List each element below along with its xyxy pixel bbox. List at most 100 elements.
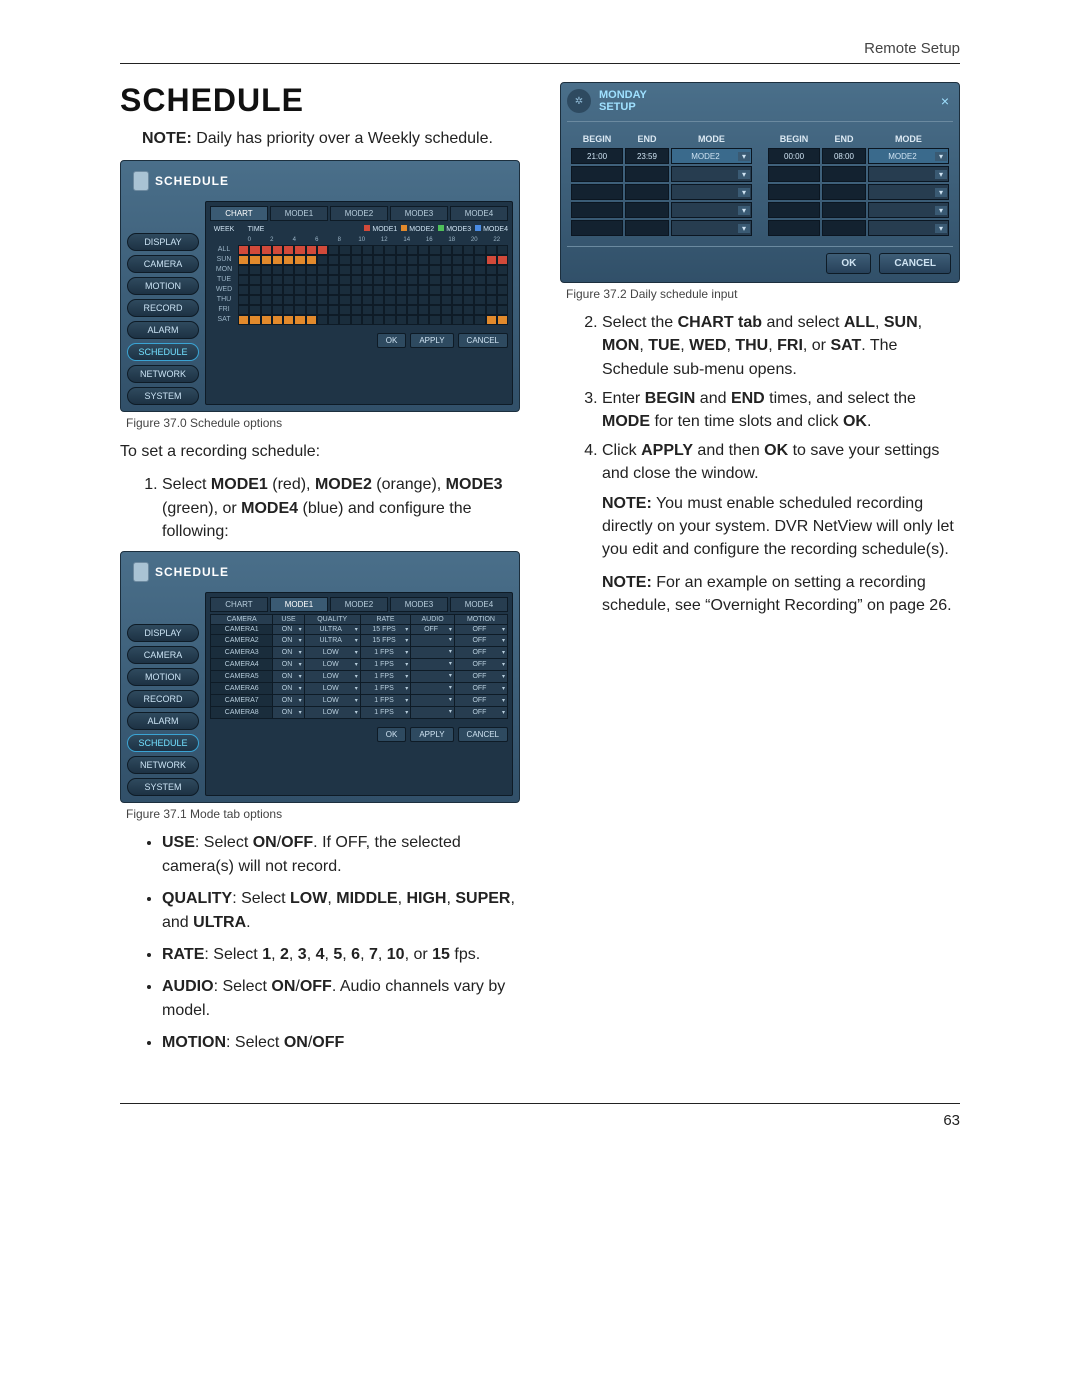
tab-mode3[interactable]: MODE3 bbox=[390, 597, 448, 612]
daily-row: ▾ bbox=[571, 220, 752, 236]
daily-row: 00:0008:00MODE2▾ bbox=[768, 148, 949, 164]
end-cell[interactable] bbox=[822, 220, 866, 236]
sidebar-item-motion[interactable]: MOTION bbox=[127, 277, 199, 295]
schedule-row-fri[interactable]: FRI bbox=[210, 305, 508, 315]
mode-dropdown[interactable]: ▾ bbox=[868, 184, 949, 200]
mode-dropdown[interactable]: ▾ bbox=[671, 202, 752, 218]
schedule-row-all[interactable]: ALL bbox=[210, 245, 508, 255]
schedule-row-tue[interactable]: TUE bbox=[210, 275, 508, 285]
note-1: NOTE: You must enable scheduled recordin… bbox=[602, 492, 960, 562]
begin-cell[interactable] bbox=[571, 202, 623, 218]
mode-dropdown[interactable]: ▾ bbox=[671, 184, 752, 200]
bullet-audio: AUDIO: Select ON/OFF. Audio channels var… bbox=[162, 975, 520, 1023]
tab-mode4[interactable]: MODE4 bbox=[450, 597, 508, 612]
daily-row: ▾ bbox=[571, 202, 752, 218]
begin-cell[interactable] bbox=[768, 184, 820, 200]
daily-table-right: BEGINENDMODE00:0008:00MODE2▾▾▾▾▾ bbox=[766, 130, 951, 238]
legend-items: MODE1MODE2MODE3MODE4 bbox=[364, 225, 508, 233]
intro-note: NOTE: Daily has priority over a Weekly s… bbox=[120, 127, 520, 150]
end-cell[interactable] bbox=[625, 220, 669, 236]
sidebar-item-schedule[interactable]: SCHEDULE bbox=[127, 343, 199, 361]
note-label: NOTE: bbox=[142, 130, 192, 147]
step-4: Click APPLY and then OK to save your set… bbox=[602, 439, 960, 617]
ok-button[interactable]: OK bbox=[826, 253, 871, 274]
end-cell[interactable] bbox=[822, 202, 866, 218]
sidebar-item-display[interactable]: DISPLAY bbox=[127, 233, 199, 251]
begin-cell[interactable] bbox=[768, 220, 820, 236]
begin-cell[interactable] bbox=[571, 166, 623, 182]
mode-dropdown[interactable]: ▾ bbox=[671, 166, 752, 182]
fig-372-caption: Figure 37.2 Daily schedule input bbox=[566, 287, 960, 301]
begin-cell[interactable] bbox=[768, 166, 820, 182]
tab-mode1[interactable]: MODE1 bbox=[270, 597, 328, 612]
hours-row: 0246810121416182022 bbox=[210, 237, 508, 243]
schedule-row-mon[interactable]: MON bbox=[210, 265, 508, 275]
sidebar-item-schedule[interactable]: SCHEDULE bbox=[127, 734, 199, 752]
begin-cell[interactable]: 21:00 bbox=[571, 148, 623, 164]
tab-mode1[interactable]: MODE1 bbox=[270, 206, 328, 221]
sidebar-item-record[interactable]: RECORD bbox=[127, 299, 199, 317]
footer-buttons: OKAPPLY CANCEL bbox=[210, 327, 508, 348]
end-cell[interactable] bbox=[822, 166, 866, 182]
schedule-row-sun[interactable]: SUN bbox=[210, 255, 508, 265]
schedule-row-wed[interactable]: WED bbox=[210, 285, 508, 295]
end-cell[interactable] bbox=[625, 202, 669, 218]
sidebar-item-motion[interactable]: MOTION bbox=[127, 668, 199, 686]
ok-button[interactable]: OK bbox=[377, 333, 407, 348]
end-cell[interactable]: 23:59 bbox=[625, 148, 669, 164]
tab-mode3[interactable]: MODE3 bbox=[390, 206, 448, 221]
tab-chart[interactable]: CHART bbox=[210, 206, 268, 221]
sidebar-item-camera[interactable]: CAMERA bbox=[127, 646, 199, 664]
sidebar-item-network[interactable]: NETWORK bbox=[127, 365, 199, 383]
sidebar-item-alarm[interactable]: ALARM bbox=[127, 712, 199, 730]
close-icon[interactable]: × bbox=[941, 93, 953, 109]
cancel-button[interactable]: CANCEL bbox=[458, 727, 508, 742]
begin-cell[interactable]: 00:00 bbox=[768, 148, 820, 164]
cancel-button[interactable]: CANCEL bbox=[458, 333, 508, 348]
fig-370-screenshot: SCHEDULE DISPLAY CAMERA MOTION RECORD ALARM S… bbox=[120, 160, 520, 412]
mode-dropdown[interactable]: ▾ bbox=[671, 220, 752, 236]
apply-button[interactable]: APPLY bbox=[410, 333, 453, 348]
schedule-title: SCHEDULE bbox=[155, 174, 229, 188]
daily-row: ▾ bbox=[768, 202, 949, 218]
camera-row: CAMERA4ONLOW1 FPSOFF bbox=[211, 658, 508, 670]
camera-row: CAMERA2ONULTRA15 FPSOFF bbox=[211, 634, 508, 646]
begin-cell[interactable] bbox=[571, 220, 623, 236]
mode-dropdown[interactable]: MODE2▾ bbox=[671, 148, 752, 164]
sidebar-item-network[interactable]: NETWORK bbox=[127, 756, 199, 774]
fig-372-dialog: ✲ MONDAY SETUP × BEGINENDMODE21:0023:59M… bbox=[560, 82, 960, 283]
tab-row-2: CHARTMODE1MODE2MODE3MODE4 bbox=[210, 597, 508, 612]
ok-button[interactable]: OK bbox=[377, 727, 407, 742]
camera-row: CAMERA7ONLOW1 FPSOFF bbox=[211, 694, 508, 706]
mode-dropdown[interactable]: MODE2▾ bbox=[868, 148, 949, 164]
sidebar-item-system[interactable]: SYSTEM bbox=[127, 387, 199, 405]
note-2: NOTE: For an example on setting a record… bbox=[602, 571, 960, 617]
sidebar-item-alarm[interactable]: ALARM bbox=[127, 321, 199, 339]
schedule-row-sat[interactable]: SAT bbox=[210, 315, 508, 325]
mode-dropdown[interactable]: ▾ bbox=[868, 220, 949, 236]
begin-cell[interactable] bbox=[768, 202, 820, 218]
sidebar-item-system[interactable]: SYSTEM bbox=[127, 778, 199, 796]
mode-dropdown[interactable]: ▾ bbox=[868, 202, 949, 218]
mode-dropdown[interactable]: ▾ bbox=[868, 166, 949, 182]
begin-cell[interactable] bbox=[571, 184, 623, 200]
divider-bottom bbox=[120, 1103, 960, 1104]
end-cell[interactable] bbox=[625, 184, 669, 200]
tab-mode2[interactable]: MODE2 bbox=[330, 206, 388, 221]
sidebar-item-camera[interactable]: CAMERA bbox=[127, 255, 199, 273]
daily-row: 21:0023:59MODE2▾ bbox=[571, 148, 752, 164]
end-cell[interactable]: 08:00 bbox=[822, 148, 866, 164]
schedule-row-thu[interactable]: THU bbox=[210, 295, 508, 305]
daily-row: ▾ bbox=[768, 220, 949, 236]
tab-chart[interactable]: CHART bbox=[210, 597, 268, 612]
sidebar-item-record[interactable]: RECORD bbox=[127, 690, 199, 708]
apply-button[interactable]: APPLY bbox=[410, 727, 453, 742]
sidebar: DISPLAY CAMERA MOTION RECORD ALARM SCHEDULE NE… bbox=[127, 201, 199, 405]
cancel-button[interactable]: CANCEL bbox=[879, 253, 951, 274]
end-cell[interactable] bbox=[625, 166, 669, 182]
end-cell[interactable] bbox=[822, 184, 866, 200]
tab-mode4[interactable]: MODE4 bbox=[450, 206, 508, 221]
tab-mode2[interactable]: MODE2 bbox=[330, 597, 388, 612]
sidebar-item-display[interactable]: DISPLAY bbox=[127, 624, 199, 642]
camera-row: CAMERA5ONLOW1 FPSOFF bbox=[211, 670, 508, 682]
